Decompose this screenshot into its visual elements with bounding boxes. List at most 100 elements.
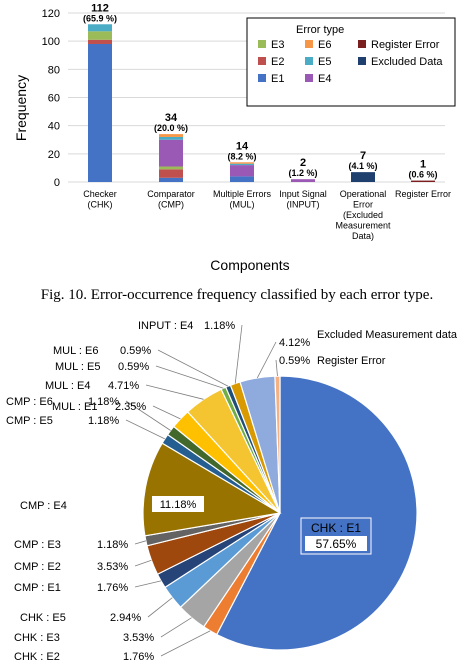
slice-name-label: MUL : E6 — [53, 345, 98, 357]
slice-name-label: MUL : E5 — [55, 361, 100, 373]
bar-percent: (20.0 %) — [154, 123, 188, 133]
slice-name-label: CHK : E5 — [20, 612, 66, 624]
pie-slices — [142, 375, 418, 651]
leader-line — [134, 559, 152, 567]
bar-percent: (8.2 %) — [227, 151, 256, 161]
leader-line — [160, 617, 192, 638]
category-label: Comparator — [147, 189, 195, 199]
bar-segment-e4 — [230, 165, 254, 177]
bar-segment-e5 — [230, 163, 254, 166]
slice-value-label: 2.35% — [115, 401, 146, 413]
slice-label-box — [300, 517, 372, 555]
bar-segment-register-error — [411, 180, 435, 182]
category-labels: Checker(CHK) Comparator(CMP) Multiple Erro… — [83, 189, 451, 241]
bar-stacks — [88, 24, 435, 182]
slice-value-label: 1.76% — [97, 582, 128, 594]
legend-label: E4 — [318, 73, 331, 85]
legend-swatch — [258, 57, 266, 65]
leader-line — [256, 341, 277, 379]
bar-total: 112 — [91, 2, 109, 14]
bar-segment-e1 — [159, 177, 183, 182]
bar-percent: (4.1 %) — [348, 161, 377, 171]
figure-caption: Fig. 10. Error-occurrence frequency clas… — [40, 287, 434, 303]
leader-line — [157, 349, 229, 387]
category-label: Input Signal — [279, 189, 327, 199]
bar-segment-e6 — [230, 162, 254, 164]
slice-name-label: CHK : E3 — [14, 632, 60, 644]
slice-value-label: 11.18% — [160, 499, 197, 511]
y-tick-label: 60 — [48, 93, 60, 105]
y-tick-label: 120 — [42, 8, 60, 20]
slice-name-label: CHK : E2 — [14, 651, 60, 663]
leader-line — [152, 405, 181, 420]
category-label: (MUL) — [230, 200, 255, 210]
legend-swatch — [258, 74, 266, 82]
bar-segment-e6 — [159, 134, 183, 137]
slice-name-label: CMP : E3 — [14, 539, 61, 551]
slice-name-label: CMP : E4 — [20, 500, 67, 512]
y-tick-labels: 0 20 40 60 80 100 120 — [42, 8, 60, 189]
leader-line — [147, 597, 173, 618]
slice-value-label: 1.18% — [88, 396, 119, 408]
bar-segment-e2 — [88, 39, 112, 44]
bar-segment-e5 — [88, 24, 112, 32]
pie-slice — [142, 442, 282, 537]
bar-segment-e3 — [159, 166, 183, 170]
bar-percent: (0.6 %) — [408, 170, 437, 180]
slice-value-label: 0.59% — [279, 355, 310, 367]
x-axis-label: Components — [210, 257, 289, 273]
category-label: Operational — [340, 189, 387, 199]
bar-total: 14 — [236, 140, 249, 152]
legend-box — [246, 17, 456, 107]
bar-segment-e3 — [88, 31, 112, 40]
category-label: Data) — [352, 231, 374, 241]
slice-value-label: 1.18% — [97, 539, 128, 551]
bar-total: 7 — [360, 150, 366, 162]
leader-line — [134, 580, 162, 588]
slice-value-label: 3.53% — [97, 561, 128, 573]
legend-swatch — [258, 40, 266, 48]
bar-segment-e4 — [159, 139, 183, 167]
legend-swatch — [305, 57, 313, 65]
leader-line — [145, 384, 204, 400]
bar-segment-e4 — [291, 179, 315, 182]
bar-segment-e5 — [159, 136, 183, 140]
category-label: (INPUT) — [287, 200, 320, 210]
bar-segment-excluded-data — [351, 172, 375, 182]
slice-value-label: 0.59% — [120, 345, 151, 357]
legend-swatch — [358, 40, 366, 48]
legend-label: E2 — [271, 56, 284, 68]
slice-value-label: 3.53% — [123, 632, 154, 644]
slice-name-label: Register Error — [317, 355, 386, 367]
slice-name-label: CHK : E1 — [311, 521, 361, 535]
bar-segment-e1 — [88, 43, 112, 182]
slice-name-label: CMP : E1 — [14, 582, 61, 594]
bar-percent: (1.2 %) — [288, 168, 317, 178]
slice-name-label: MUL : E4 — [45, 380, 90, 392]
category-label: Checker — [83, 189, 117, 199]
pie-leader-lines — [125, 324, 278, 657]
legend-label: E3 — [271, 39, 284, 51]
legend-label: Register Error — [371, 39, 440, 51]
slice-value-label: 1.18% — [204, 320, 235, 332]
y-tick-label: 40 — [48, 121, 60, 133]
pie-labels: CHK : E1 57.65% CHK : E2 1.76% CHK : E3 3.53%… — [6, 320, 458, 663]
slice-name-label: MUL : E1 — [52, 401, 97, 413]
slice-value-box — [305, 536, 367, 551]
slice-name-label: Excluded Measurement data — [317, 329, 458, 341]
slice-value-label: 4.71% — [108, 380, 139, 392]
pie-slice — [215, 375, 418, 651]
slice-name-label: CMP : E5 — [6, 415, 53, 427]
legend-label: E6 — [318, 39, 331, 51]
bar-total: 1 — [420, 159, 426, 171]
category-label: (Excluded — [343, 210, 383, 220]
slice-value-label: 0.59% — [118, 361, 149, 373]
slice-value-label: 1.18% — [88, 415, 119, 427]
legend-label: E1 — [271, 73, 284, 85]
bar-segment-e2 — [159, 169, 183, 178]
y-tick-label: 0 — [54, 177, 60, 189]
slice-value-label: 1.76% — [123, 651, 154, 663]
bar-percent: (65.9 %) — [83, 13, 117, 23]
legend-label: E5 — [318, 56, 331, 68]
